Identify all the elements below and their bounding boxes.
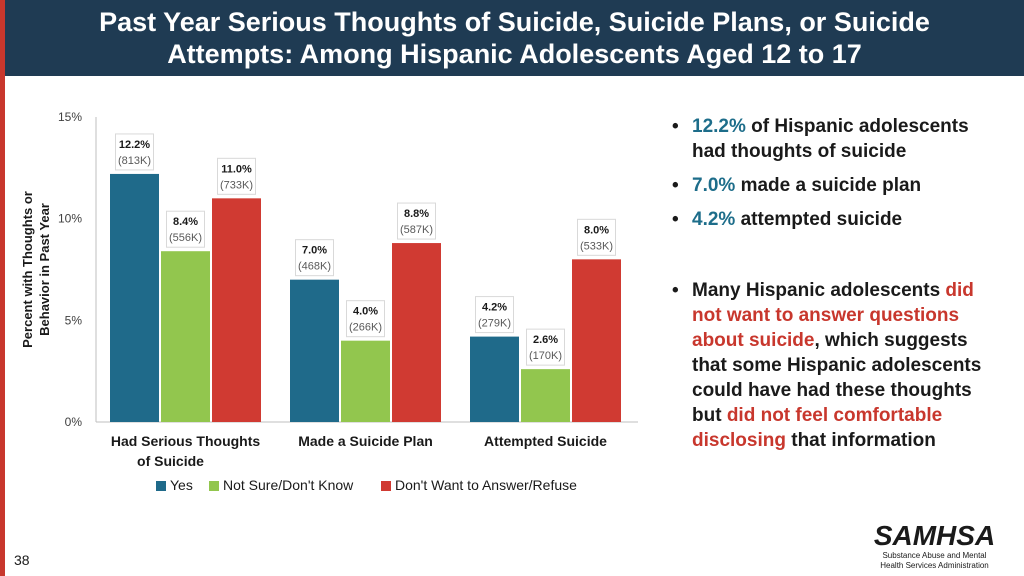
legend-swatch [156,481,166,491]
data-label-percent: 4.0% [353,306,378,318]
legend-label: Don't Want to Answer/Refuse [395,477,577,493]
finding-plan: • 7.0% made a suicide plan [672,173,1002,198]
data-label-percent: 8.8% [404,208,429,220]
data-label-count: (266K) [349,322,382,334]
finding-nondisclosure: • Many Hispanic adolescents did not want… [672,278,1002,453]
finding-text: , which suggests that some Hispanic adol… [692,330,982,426]
data-label-percent: 4.2% [482,302,507,314]
y-axis-label: Percent with Thoughts or Behavior in Past… [20,191,52,348]
y-axis-label-line: Behavior in Past Year [37,203,52,336]
bar [110,173,159,422]
data-label-box [346,300,385,338]
data-label-percent: 8.0% [584,224,609,236]
bar-chart: 0% 5% 10% 15% Percent with Thoughts or Behavi… [20,110,638,493]
legend-label: Not Sure/Don't Know [223,477,354,493]
data-label-count: (533K) [580,240,613,252]
x-category-label: Had Serious Thoughts of Suicide [111,433,261,469]
bar [290,279,339,422]
data-label-box [397,202,436,240]
data-label-count: (556K) [169,232,202,244]
bar [392,243,441,422]
left-accent-bar [0,0,5,576]
data-label-box [166,210,205,248]
finding-text: attempted suicide [735,209,903,230]
data-label-count: (279K) [478,318,511,330]
finding-value: 4.2% [692,209,736,230]
finding-thoughts: • 12.2% of Hispanic adolescents had thou… [672,114,1002,164]
y-tick-label: 0% [65,415,83,429]
x-category-label-line: Had Serious Thoughts [111,433,261,449]
bar [470,336,519,422]
data-label-count: (587K) [400,224,433,236]
bullet-dot: • [672,209,679,230]
logo-wordmark: SAMHSA [873,520,996,551]
bullet-dot: • [672,175,679,196]
bar [212,198,261,422]
legend-swatch [381,481,391,491]
title-banner: Past Year Serious Thoughts of Suicide, S… [5,0,1024,76]
bar [341,340,390,422]
logo-subtitle: Substance Abuse and Mental Health Servic… [880,551,989,570]
data-label-percent: 7.0% [302,245,327,257]
data-label-box [526,328,565,366]
finding-text: made a suicide plan [735,175,922,196]
data-label-count: (813K) [118,155,151,167]
bullet-dot: • [672,116,679,137]
data-label-count: (733K) [220,179,253,191]
finding-text: Many Hispanic adolescents [692,280,946,301]
samhsa-logo: SAMHSA Substance Abuse and Mental Health… [872,521,997,571]
data-label-percent: 12.2% [119,139,150,151]
data-label-box [115,133,154,171]
data-label-box [475,296,514,334]
data-label-box [217,157,256,195]
finding-attempt: • 4.2% attempted suicide [672,207,1002,232]
x-category-label: Attempted Suicide [484,433,607,449]
x-category-label: Made a Suicide Plan [298,433,433,449]
finding-text: that information [785,430,936,451]
data-label-percent: 2.6% [533,334,558,346]
y-tick-label: 15% [58,110,82,124]
bar [521,369,570,422]
legend-swatch [209,481,219,491]
data-label-count: (170K) [529,350,562,362]
finding-text: of Hispanic adolescents had thoughts of … [692,116,969,162]
key-findings: • 12.2% of Hispanic adolescents had thou… [672,114,1002,462]
x-category-label-line: Attempted Suicide [484,433,607,449]
data-label-count: (468K) [298,261,331,273]
data-label-box [295,239,334,277]
bar [161,251,210,422]
finding-highlight: did not want to answer questions about s… [692,280,974,351]
finding-value: 7.0% [692,175,736,196]
legend-label: Yes [170,477,193,493]
finding-highlight: did not feel comfortable disclosing [692,405,943,451]
data-label-box [577,218,616,256]
page-title: Past Year Serious Thoughts of Suicide, S… [99,7,930,69]
x-category-label-line: Made a Suicide Plan [298,433,433,449]
finding-value: 12.2% [692,116,746,137]
page-number: 38 [14,552,30,568]
data-label-percent: 11.0% [221,163,252,175]
bullet-dot: • [672,280,679,301]
y-axis-label-line: Percent with Thoughts or [20,191,35,348]
x-category-label-line: of Suicide [137,453,204,469]
data-label-percent: 8.4% [173,216,198,228]
y-tick-label: 10% [58,212,82,226]
y-tick-label: 5% [65,313,83,327]
bar [572,259,621,422]
